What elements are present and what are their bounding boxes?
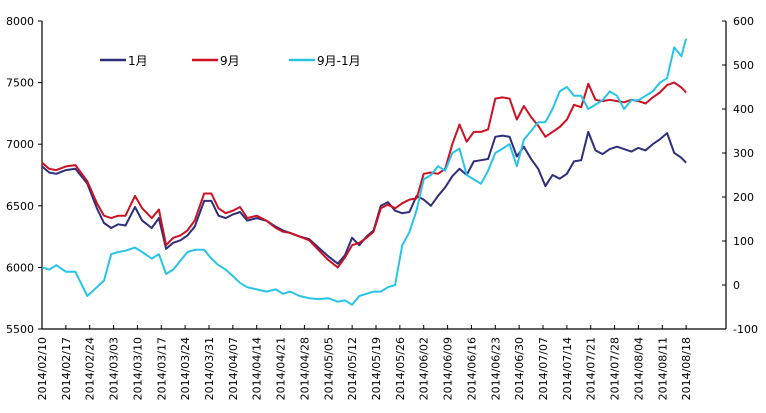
x-axis-tick-label: 2014/02/10: [36, 337, 49, 400]
left-axis-tick-label: 5500: [6, 323, 34, 336]
x-axis-tick-label: 2014/06/16: [465, 337, 478, 400]
x-axis-tick-label: 2014/04/07: [227, 337, 240, 400]
legend-item: 1月: [100, 54, 148, 68]
x-axis-tick-label: 2014/07/21: [585, 337, 598, 400]
x-axis-tick-label: 2014/07/07: [537, 337, 550, 400]
x-axis-tick-label: 2014/08/11: [656, 337, 669, 400]
right-axis-tick-label: 300: [733, 147, 754, 160]
right-axis-tick-label: 100: [733, 235, 754, 248]
x-axis-tick-label: 2014/04/28: [298, 337, 311, 400]
right-axis-tick-label: 500: [733, 59, 754, 72]
x-axis-tick-label: 2014/05/26: [394, 337, 407, 400]
series-line-0: [41, 130, 687, 265]
legend-label: 1月: [128, 54, 148, 68]
right-y-axis: -100 0 100 200 300 400 500 600: [722, 15, 758, 336]
right-axis-tick-label: 0: [733, 279, 740, 292]
series-line-2: [41, 38, 688, 306]
right-axis-tick-label: -100: [733, 323, 758, 336]
legend-item: 9月: [192, 54, 240, 68]
x-axis-tick-label: 2014/02/17: [60, 337, 73, 400]
x-axis-tick-label: 2014/03/17: [155, 337, 168, 400]
legend-item: 9月-1月: [289, 54, 361, 68]
right-axis-tick-label: 600: [733, 15, 754, 28]
left-axis-tick-label: 8000: [6, 15, 34, 28]
left-axis-tick-label: 7500: [6, 77, 34, 90]
x-axis-tick-label: 2014/06/09: [442, 337, 455, 400]
x-axis-tick-label: 2014/06/02: [418, 337, 431, 400]
x-axis-tick-label: 2014/06/23: [489, 337, 502, 400]
x-axis-tick-label: 2014/07/28: [609, 337, 622, 400]
x-axis-tick-label: 2014/05/05: [322, 337, 335, 400]
x-axis-tick-label: 2014/04/14: [251, 337, 264, 400]
right-axis-tick-label: 400: [733, 103, 754, 116]
x-axis-tick-label: 2014/04/21: [275, 337, 288, 400]
series-line-1: [41, 81, 687, 269]
x-axis-tick-label: 2014/06/30: [513, 337, 526, 400]
left-axis-tick-label: 7000: [6, 138, 34, 151]
x-axis-tick-label: 2014/05/19: [370, 337, 383, 400]
x-axis-tick-label: 2014/03/24: [179, 337, 192, 400]
x-axis-tick-label: 2014/08/18: [680, 337, 693, 400]
legend: 1月 9月 9月-1月: [100, 54, 361, 68]
x-axis-tick-label: 2014/05/12: [346, 337, 359, 400]
left-axis-tick-label: 6000: [6, 261, 34, 274]
x-axis-tick-label: 2014/03/10: [131, 337, 144, 400]
legend-label: 9月: [220, 54, 240, 68]
legend-label: 9月-1月: [317, 54, 361, 68]
x-axis-tick-label: 2014/03/31: [203, 337, 216, 400]
x-axis-tick-label: 2014/02/24: [84, 337, 97, 400]
series-layer: [41, 38, 688, 306]
x-axis-tick-label: 2014/07/14: [561, 337, 574, 400]
x-axis-tick-label: 2014/03/03: [108, 337, 121, 400]
x-axis: 2014/02/10 2014/02/17 2014/02/24 2014/03/03…: [36, 325, 726, 400]
left-y-axis: 5500 6000 6500 7000 7500 8000: [6, 15, 43, 336]
left-axis-tick-label: 6500: [6, 200, 34, 213]
x-axis-tick-label: 2014/08/04: [632, 337, 645, 400]
right-axis-tick-label: 200: [733, 191, 754, 204]
